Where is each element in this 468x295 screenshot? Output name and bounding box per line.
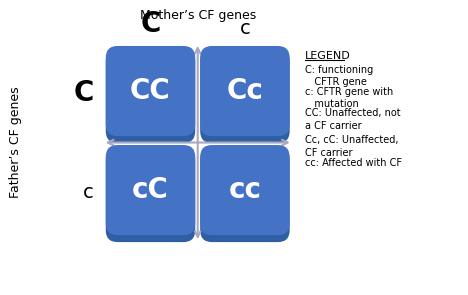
Text: cC: cC: [132, 176, 169, 204]
Text: c: c: [240, 19, 250, 38]
Text: LEGEND: LEGEND: [305, 51, 351, 61]
FancyBboxPatch shape: [200, 145, 290, 235]
Text: CC: Unaffected, not
a CF carrier: CC: Unaffected, not a CF carrier: [305, 108, 400, 131]
Text: Father’s CF genes: Father’s CF genes: [9, 87, 22, 198]
FancyBboxPatch shape: [106, 49, 195, 143]
FancyBboxPatch shape: [200, 46, 290, 136]
FancyBboxPatch shape: [106, 145, 195, 235]
Text: Cc: Cc: [227, 77, 263, 105]
Text: cc: Affected with CF: cc: Affected with CF: [305, 158, 402, 168]
Text: c: CFTR gene with
   mutation: c: CFTR gene with mutation: [305, 86, 393, 109]
FancyBboxPatch shape: [106, 46, 195, 136]
FancyBboxPatch shape: [200, 49, 290, 143]
Text: C: C: [140, 10, 161, 38]
Text: cc: cc: [228, 176, 262, 204]
Text: C: C: [73, 79, 94, 107]
Text: Mother’s CF genes: Mother’s CF genes: [139, 9, 256, 22]
FancyBboxPatch shape: [200, 148, 290, 242]
FancyBboxPatch shape: [106, 148, 195, 242]
Text: C: functioning
   CFTR gene: C: functioning CFTR gene: [305, 65, 373, 87]
Text: CC: CC: [130, 77, 171, 105]
Text: c: c: [83, 183, 94, 201]
Text: Cc, cC: Unaffected,
CF carrier: Cc, cC: Unaffected, CF carrier: [305, 135, 398, 158]
